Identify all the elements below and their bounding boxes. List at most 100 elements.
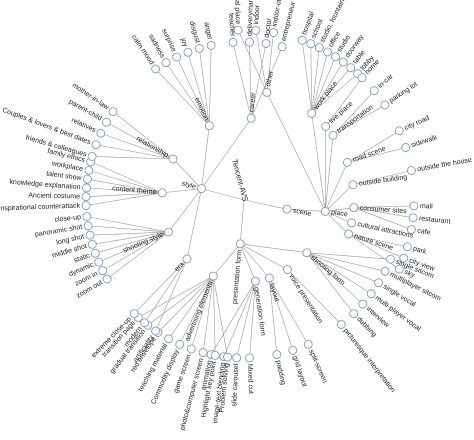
node-multiplayer-sitcom: [380, 266, 390, 276]
tree-edge: [306, 252, 391, 260]
node-indoor: [251, 25, 261, 35]
label-outside-the-house: outside the house: [417, 157, 473, 174]
tree-edge: [102, 231, 169, 271]
node-zoom-in: [98, 266, 108, 276]
label-anger: anger: [202, 21, 213, 41]
node-game-screen: [186, 344, 196, 354]
node-anger: [206, 41, 216, 50]
tree-edge: [243, 199, 288, 210]
node-city-view: [399, 253, 409, 263]
node-long-shot: [85, 230, 95, 240]
tree-edge: [202, 275, 214, 353]
node-cafe: [406, 225, 416, 234]
node-grid-layout: [288, 345, 298, 355]
node-medical-place: [233, 25, 243, 35]
node-calm-mood: [151, 64, 161, 74]
tree-edge: [176, 56, 210, 126]
label-teacher: teacher: [227, 13, 236, 37]
node-office: [323, 47, 332, 57]
tree-edge: [311, 67, 351, 114]
node-artificiality: [151, 326, 161, 336]
tree-edge: [168, 275, 214, 340]
label-sky: sky: [403, 269, 416, 280]
node-sadness: [161, 58, 171, 68]
node-dynamic: [94, 257, 104, 267]
tree-edge: [138, 275, 214, 318]
node-outside-building: [348, 180, 358, 190]
node-scene: [282, 204, 292, 214]
label-inspirational-counterattack: inspirational counterattack: [0, 203, 81, 213]
tree-edge: [348, 233, 404, 259]
node-commodity-display: [175, 339, 185, 349]
tree-edge: [324, 126, 327, 212]
node-home: [357, 73, 367, 83]
tree-edge: [212, 276, 216, 356]
node-city-road: [394, 126, 404, 136]
tree-edge: [311, 113, 326, 212]
label-indoor-other: indoor-other: [271, 0, 285, 27]
node-presentation-form: [235, 239, 245, 249]
tree-edge: [348, 233, 400, 270]
tree-edge: [269, 277, 294, 351]
root-label: Tencent-AVS: [230, 158, 250, 202]
label-sidewalk: sidewalk: [410, 134, 438, 149]
label-generation-form: generation form: [252, 287, 266, 337]
edges-layer: [86, 29, 414, 358]
tree-edge: [324, 184, 354, 212]
label-talent-show: talent show: [46, 170, 83, 182]
tree-edge: [348, 233, 408, 248]
tree-edge: [210, 281, 256, 355]
tree-edge: [162, 188, 202, 194]
tree-edge: [239, 243, 256, 282]
node-outside-the-house: [406, 166, 416, 175]
tree-edge: [165, 62, 210, 126]
tree-edge: [269, 277, 309, 345]
tree-edge: [112, 111, 174, 160]
tree-edge: [324, 162, 348, 212]
tree-edge: [347, 130, 400, 163]
label-city-road: city road: [404, 115, 431, 132]
tree-edge: [88, 225, 169, 233]
node-dubbing: [349, 309, 359, 319]
tree-edge: [266, 92, 326, 212]
label-style: style: [181, 180, 197, 191]
label-slide-carousel: slide carousel: [231, 363, 240, 407]
node-padding: [272, 350, 282, 359]
tree-edge: [306, 252, 386, 272]
tree-edge: [201, 188, 245, 201]
tree-edge: [237, 29, 268, 93]
tree-edge: [324, 135, 334, 212]
tree-edge: [86, 192, 163, 206]
label-nature-scene: nature scene: [353, 233, 394, 252]
tree-edge: [87, 178, 163, 194]
label-mixed-cut: Mixed cut: [246, 364, 254, 394]
tree-edge: [201, 125, 210, 189]
label-consumer-sites: consumer sites: [359, 205, 407, 215]
node-advertising-elements: [208, 271, 218, 281]
label-shooting-form: shooting form: [309, 254, 346, 287]
tree-edge: [88, 170, 163, 194]
tree-edge: [301, 40, 313, 114]
tree-edge: [325, 77, 363, 127]
node-single-vocal: [374, 278, 384, 288]
node-emotion: [204, 121, 214, 131]
node-parent-child: [102, 117, 111, 127]
tree-edge: [353, 207, 412, 230]
node-era: [182, 254, 192, 264]
tree-edge: [311, 56, 336, 114]
tree-edge: [223, 281, 256, 357]
tree-edge: [266, 32, 274, 93]
node-middle-shot: [87, 239, 97, 249]
node-sky: [394, 264, 404, 274]
tree-edge: [86, 192, 163, 197]
node-mother-in-law: [108, 107, 118, 117]
label-knowledge-explanation: knowledge explanation: [9, 179, 81, 191]
node-style: [197, 184, 206, 194]
node-indoor-other: [269, 28, 278, 38]
label-split-screen: split-screen: [307, 349, 328, 385]
node-interview: [358, 299, 368, 309]
label-ancient-costume: Ancient costume: [28, 192, 80, 200]
node-photo-computer-screen: [198, 348, 208, 358]
tree-edge: [155, 68, 210, 126]
